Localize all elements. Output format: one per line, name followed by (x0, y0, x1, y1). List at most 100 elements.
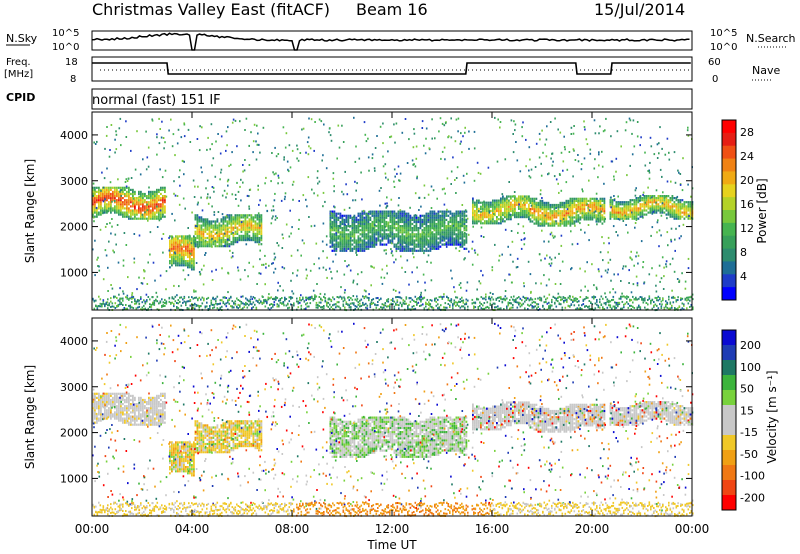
power-cell (514, 123, 517, 126)
power-cell (126, 211, 128, 214)
power-cell (164, 209, 166, 212)
power-cell (419, 227, 422, 230)
power-cell (581, 199, 584, 202)
power-cell (333, 205, 335, 208)
power-cell (473, 179, 476, 182)
power-cell (233, 302, 235, 305)
power-cell (224, 239, 227, 242)
power-cell (504, 203, 506, 206)
power-cell (96, 305, 99, 308)
power-cell (122, 259, 125, 262)
power-cell (539, 223, 542, 226)
power-cell (116, 201, 118, 204)
power-cell (397, 214, 400, 217)
power-cell (351, 229, 354, 232)
power-cell (156, 295, 159, 298)
power-cell (579, 208, 582, 211)
power-cell (218, 303, 220, 305)
power-cell (461, 245, 464, 248)
power-cell (559, 212, 562, 215)
power-cell (565, 210, 568, 213)
power-cell (114, 207, 116, 210)
power-cell (353, 247, 356, 250)
power-cell (343, 249, 346, 252)
power-cell (616, 130, 619, 133)
power-cell (225, 196, 227, 199)
power-cell (359, 225, 362, 228)
power-cell (404, 271, 407, 273)
power-cell (454, 140, 457, 143)
power-cell (447, 229, 450, 232)
power-cell (397, 231, 400, 234)
power-cell (177, 264, 179, 267)
power-cell (154, 213, 156, 216)
power-cell (571, 218, 574, 221)
power-cell (329, 210, 332, 213)
power-cell (551, 224, 554, 227)
power-cell (498, 205, 500, 208)
power-cell (611, 199, 614, 202)
power-cell (296, 274, 298, 277)
power-cell (98, 269, 101, 272)
power-cell (92, 205, 94, 208)
power-cell (649, 201, 652, 204)
power-cell (500, 209, 502, 213)
power-cell (488, 210, 491, 213)
power-cell (164, 190, 166, 193)
power-cell (603, 208, 606, 211)
power-cell (509, 253, 512, 256)
power-cell (104, 147, 106, 150)
power-cell (399, 216, 402, 219)
power-cell (603, 242, 605, 245)
power-cell (94, 274, 96, 277)
power-cell (189, 262, 191, 265)
power-cell (169, 235, 171, 238)
power-cell (603, 220, 606, 223)
power-cell (331, 237, 334, 240)
power-cell (577, 218, 580, 221)
power-cell (463, 229, 466, 232)
power-cell (425, 249, 428, 252)
power-cell (114, 205, 116, 208)
power-cell (597, 208, 600, 211)
power-cell (395, 233, 398, 236)
power-cell (591, 216, 594, 219)
power-cell (343, 235, 346, 238)
power-cell (415, 220, 418, 224)
power-cell (330, 139, 333, 142)
power-cell (577, 210, 580, 213)
power-cell (524, 214, 526, 217)
power-cell (447, 235, 450, 238)
power-cell (537, 203, 540, 207)
power-cell (108, 192, 110, 196)
power-cell (227, 271, 229, 274)
power-cell (118, 197, 120, 200)
power-cell (433, 225, 436, 228)
power-cell (202, 241, 205, 244)
power-cell (221, 305, 223, 308)
power-cell (339, 220, 342, 224)
power-cell (597, 210, 600, 213)
power-cell (411, 216, 414, 219)
power-cell (531, 197, 534, 200)
power-cell (256, 241, 259, 244)
power-cell (445, 225, 448, 228)
power-cell (98, 207, 100, 210)
power-cell (348, 296, 350, 299)
power-cell (305, 277, 308, 280)
power-cell (456, 166, 459, 169)
power-cell (625, 207, 628, 210)
power-cell (173, 284, 175, 287)
power-cell (359, 243, 362, 246)
power-cell (281, 302, 283, 305)
power-cell (142, 203, 144, 206)
power-cell (417, 280, 419, 283)
power-cell (640, 136, 642, 139)
power-cell (142, 192, 144, 196)
power-cell (517, 223, 520, 226)
power-cell (424, 152, 427, 155)
power-cell (122, 207, 124, 210)
power-cell (615, 203, 618, 206)
power-cell (465, 210, 468, 213)
power-cell (198, 296, 201, 299)
